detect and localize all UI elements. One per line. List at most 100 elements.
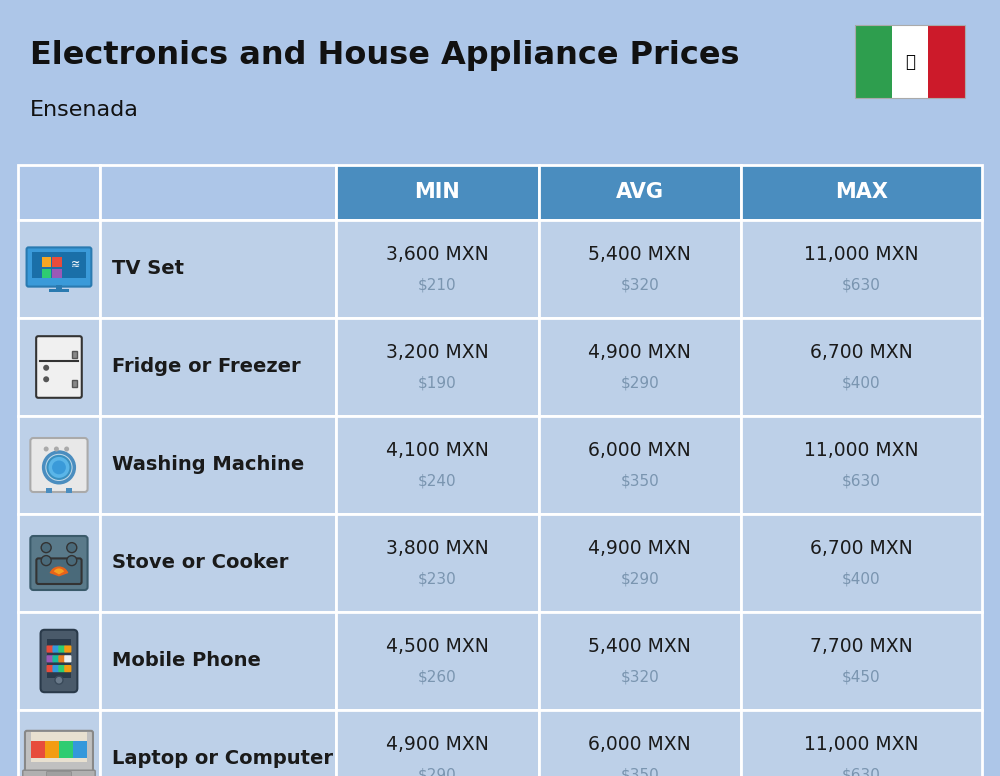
Bar — [539, 612, 741, 710]
FancyBboxPatch shape — [36, 336, 82, 398]
Bar — [741, 514, 982, 612]
Bar — [741, 220, 982, 318]
Bar — [18, 416, 100, 514]
Text: $350: $350 — [620, 767, 659, 776]
Text: $230: $230 — [418, 571, 457, 587]
Bar — [31, 741, 45, 758]
Bar — [539, 710, 741, 776]
Circle shape — [55, 676, 63, 684]
FancyBboxPatch shape — [25, 731, 93, 773]
Circle shape — [67, 542, 77, 553]
Bar — [336, 165, 539, 220]
Circle shape — [44, 452, 74, 483]
Text: 6,000 MXN: 6,000 MXN — [588, 442, 691, 460]
Text: 3,600 MXN: 3,600 MXN — [386, 245, 489, 265]
Bar — [741, 612, 982, 710]
Bar — [47, 639, 71, 678]
Text: MIN: MIN — [414, 182, 460, 203]
Text: MAX: MAX — [835, 182, 888, 203]
Text: Stove or Cooker: Stove or Cooker — [112, 553, 288, 573]
Bar — [336, 416, 539, 514]
Bar — [539, 165, 741, 220]
Bar — [100, 220, 336, 318]
Text: $630: $630 — [842, 473, 881, 489]
Bar — [892, 25, 928, 98]
Text: Fridge or Freezer: Fridge or Freezer — [112, 358, 301, 376]
Bar — [100, 612, 336, 710]
Text: $290: $290 — [418, 767, 457, 776]
FancyBboxPatch shape — [52, 665, 60, 672]
Text: $630: $630 — [842, 278, 881, 293]
Bar — [52, 268, 62, 279]
Bar — [539, 220, 741, 318]
FancyBboxPatch shape — [58, 646, 66, 653]
Bar — [31, 733, 87, 762]
FancyBboxPatch shape — [27, 248, 91, 286]
Circle shape — [52, 460, 66, 474]
Text: 5,400 MXN: 5,400 MXN — [588, 638, 691, 656]
Bar — [59, 741, 73, 758]
Bar — [741, 165, 982, 220]
FancyBboxPatch shape — [58, 655, 66, 663]
Bar — [42, 257, 51, 267]
Circle shape — [64, 446, 69, 452]
FancyBboxPatch shape — [64, 655, 71, 663]
Bar — [741, 416, 982, 514]
Text: Electronics and House Appliance Prices: Electronics and House Appliance Prices — [30, 40, 740, 71]
Bar — [52, 257, 62, 267]
FancyBboxPatch shape — [64, 665, 71, 672]
Bar — [100, 416, 336, 514]
Bar — [56, 285, 62, 289]
Bar — [928, 25, 965, 98]
Text: 4,100 MXN: 4,100 MXN — [386, 442, 489, 460]
Bar — [72, 380, 77, 387]
Bar — [336, 318, 539, 416]
Bar — [100, 710, 336, 776]
Bar — [45, 741, 59, 758]
Text: 3,200 MXN: 3,200 MXN — [386, 344, 489, 362]
Text: 3,800 MXN: 3,800 MXN — [386, 539, 489, 559]
Text: $290: $290 — [620, 571, 659, 587]
Bar — [46, 488, 52, 493]
Text: Ensenada: Ensenada — [30, 100, 139, 120]
Text: $240: $240 — [418, 473, 457, 489]
Text: 4,900 MXN: 4,900 MXN — [588, 344, 691, 362]
Text: ≋: ≋ — [70, 260, 80, 270]
Text: $450: $450 — [842, 670, 881, 684]
Bar — [73, 741, 87, 758]
Text: $320: $320 — [620, 278, 659, 293]
Circle shape — [44, 446, 49, 452]
Text: 6,700 MXN: 6,700 MXN — [810, 344, 913, 362]
Bar — [855, 25, 965, 98]
Bar — [336, 612, 539, 710]
Bar — [42, 268, 51, 279]
Text: 5,400 MXN: 5,400 MXN — [588, 245, 691, 265]
Text: 6,700 MXN: 6,700 MXN — [810, 539, 913, 559]
FancyBboxPatch shape — [58, 665, 66, 672]
Text: $210: $210 — [418, 278, 457, 293]
FancyBboxPatch shape — [52, 646, 60, 653]
Bar — [855, 25, 892, 98]
FancyBboxPatch shape — [47, 665, 54, 672]
Text: $190: $190 — [418, 376, 457, 390]
Text: Mobile Phone: Mobile Phone — [112, 652, 261, 670]
FancyBboxPatch shape — [52, 655, 60, 663]
Circle shape — [67, 556, 77, 566]
FancyBboxPatch shape — [47, 655, 54, 663]
Text: 4,900 MXN: 4,900 MXN — [386, 736, 489, 754]
Bar — [72, 352, 77, 359]
Wedge shape — [50, 566, 68, 577]
Text: TV Set: TV Set — [112, 259, 184, 279]
Text: $260: $260 — [418, 670, 457, 684]
Text: 7,700 MXN: 7,700 MXN — [810, 638, 913, 656]
Text: 6,000 MXN: 6,000 MXN — [588, 736, 691, 754]
FancyBboxPatch shape — [41, 630, 77, 692]
FancyBboxPatch shape — [23, 771, 95, 776]
Text: $630: $630 — [842, 767, 881, 776]
Bar — [66, 488, 72, 493]
Circle shape — [54, 446, 59, 452]
Circle shape — [41, 542, 51, 553]
Bar — [18, 612, 100, 710]
Bar — [539, 514, 741, 612]
Bar — [49, 289, 69, 292]
